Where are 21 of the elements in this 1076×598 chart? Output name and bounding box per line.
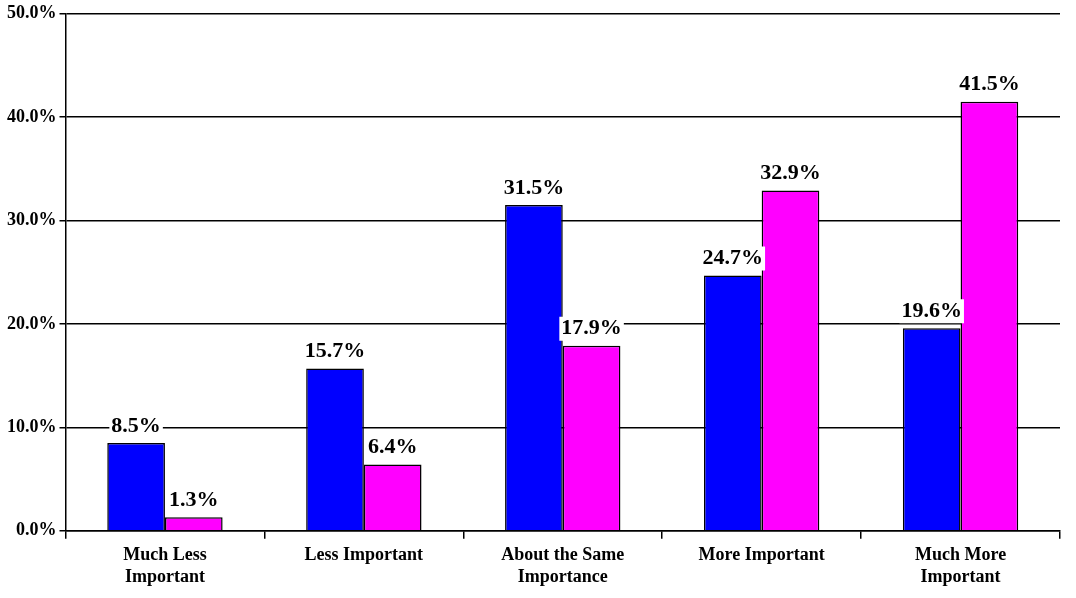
data-label: 41.5%	[959, 70, 1020, 96]
data-label: 1.3%	[169, 486, 219, 512]
data-label: 15.7%	[304, 337, 366, 363]
y-tick-label: 10.0%	[7, 416, 57, 437]
data-label: 31.5%	[503, 173, 565, 199]
y-tick-label: 50.0%	[7, 2, 57, 23]
y-tick-label: 0.0%	[16, 519, 57, 540]
data-label: 6.4%	[367, 433, 418, 459]
x-tick-label: Much Less Important	[123, 544, 207, 586]
y-tick-label: 40.0%	[7, 105, 57, 126]
data-label: 32.9%	[760, 159, 821, 185]
data-label: 17.9%	[561, 314, 622, 340]
data-label: 19.6%	[901, 296, 962, 322]
data-label: 8.5%	[111, 411, 161, 437]
x-tick-label: Much More Important	[914, 544, 1007, 586]
x-tick-label: About the Same Importance	[501, 544, 625, 586]
data-label: 24.7%	[702, 244, 764, 270]
y-tick-label: 20.0%	[7, 312, 57, 333]
x-tick-label: Less Important	[304, 544, 424, 565]
x-tick-label: More Important	[698, 544, 825, 565]
y-tick-label: 30.0%	[7, 209, 57, 230]
